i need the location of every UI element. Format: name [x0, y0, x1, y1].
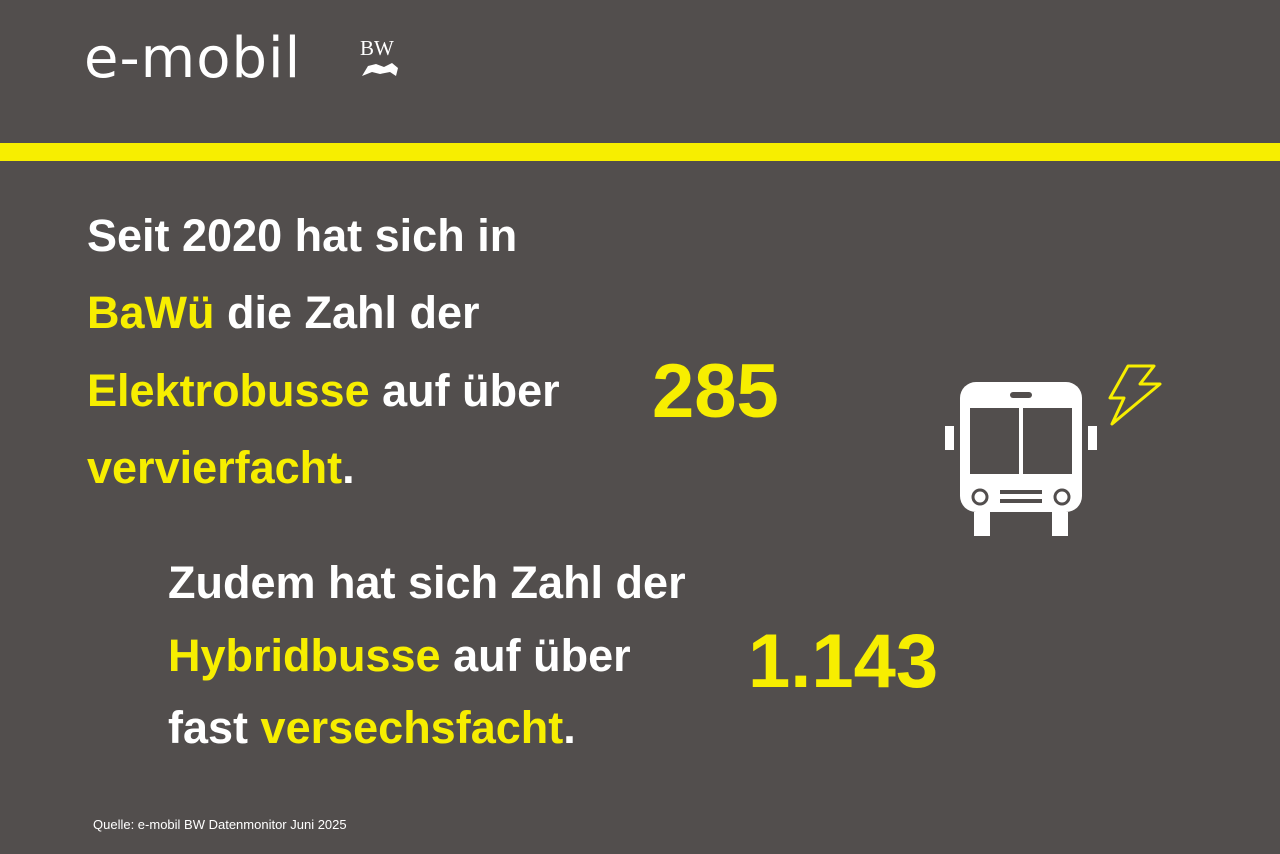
- text: auf über: [453, 630, 631, 681]
- divider: [0, 143, 1280, 161]
- bus-icon: [945, 364, 1162, 536]
- highlight: Hybridbusse: [168, 630, 441, 681]
- logo-lion: [362, 63, 398, 76]
- text: .: [563, 702, 576, 753]
- big-number: 285: [652, 349, 779, 434]
- text: die Zahl der: [227, 287, 480, 338]
- text: .: [342, 442, 355, 493]
- text: Seit 2020 hat sich in: [87, 210, 518, 261]
- big-number: 1.143: [748, 619, 939, 704]
- text-line: Elektrobusse auf über: [87, 365, 560, 417]
- text: auf über: [382, 365, 560, 416]
- text: Zudem hat sich Zahl der: [168, 557, 686, 608]
- highlight: vervierfacht: [87, 442, 343, 493]
- source-note: Quelle: e-mobil BW Datenmonitor Juni 202…: [93, 817, 347, 832]
- text-line: fast versechsfacht.: [168, 702, 576, 754]
- logo-text: e-mobil: [84, 26, 302, 91]
- highlight: Elektrobusse: [87, 365, 370, 416]
- text-line: Zudem hat sich Zahl der: [168, 557, 686, 609]
- text-line: vervierfacht.: [87, 442, 355, 494]
- text-line: BaWü die Zahl der: [87, 287, 480, 339]
- logo-badge: BW: [360, 36, 394, 60]
- text: fast: [168, 702, 249, 753]
- text-line: Seit 2020 hat sich in: [87, 210, 517, 262]
- text-line: Hybridbusse auf über: [168, 630, 631, 682]
- highlight: versechsfacht: [260, 702, 564, 753]
- highlight: BaWü: [87, 287, 215, 338]
